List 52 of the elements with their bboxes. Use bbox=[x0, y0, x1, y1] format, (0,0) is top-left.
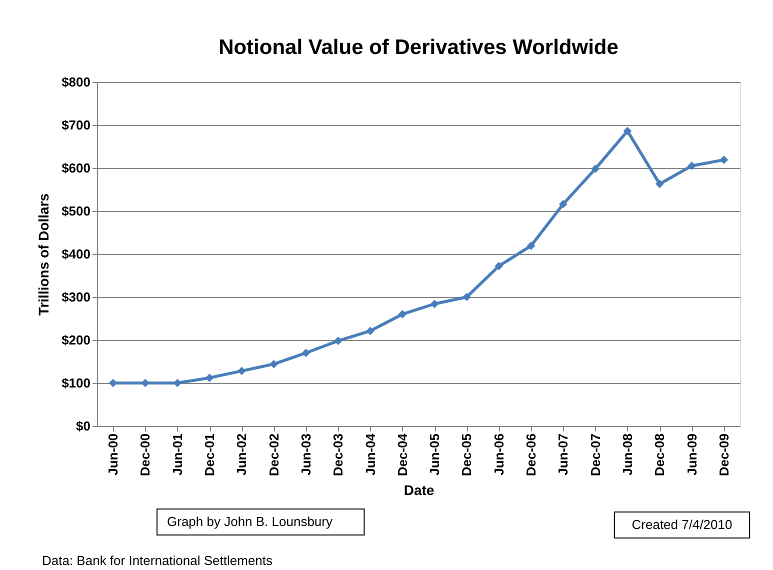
x-tick-label: Dec-01 bbox=[202, 434, 218, 476]
x-tick-label: Jun-02 bbox=[234, 434, 250, 476]
point bbox=[237, 366, 246, 376]
x-tick-label: Dec-00 bbox=[138, 434, 153, 476]
chart-title: Notional Value of Derivatives Worldwide bbox=[218, 36, 618, 59]
y-tick-label: $300 bbox=[62, 290, 90, 304]
x-tick-label: Dec-03 bbox=[330, 434, 346, 476]
x-tick-label: Dec-04 bbox=[394, 432, 410, 476]
x-tick-label: Dec-06 bbox=[524, 434, 539, 476]
point bbox=[494, 262, 504, 270]
x-tick-label: Dec-08 bbox=[652, 434, 668, 476]
x-tick-label: Jun-05 bbox=[427, 434, 442, 476]
point bbox=[366, 326, 374, 336]
y-tick-label: $600 bbox=[62, 160, 90, 176]
y-axis-title: Trillions of Dollars bbox=[36, 193, 52, 316]
point bbox=[688, 162, 696, 170]
point bbox=[720, 156, 728, 164]
x-tick-label: Dec-05 bbox=[459, 434, 474, 476]
point bbox=[398, 310, 407, 318]
y-tick-label: $700 bbox=[62, 118, 90, 132]
y-tick-label: $100 bbox=[62, 376, 90, 390]
point bbox=[270, 360, 278, 368]
x-tick-label: Jun-01 bbox=[170, 434, 185, 476]
x-tick-label: Jun-00 bbox=[106, 434, 121, 476]
text: Graph by John B. Lounsbury bbox=[167, 514, 333, 529]
x-tick-label: Dec-09 bbox=[716, 434, 732, 476]
x-tick-label: Jun-04 bbox=[362, 432, 378, 476]
point bbox=[430, 300, 439, 308]
point bbox=[526, 242, 536, 250]
point bbox=[302, 348, 310, 358]
point bbox=[591, 164, 600, 174]
x-tick-label: Jun-06 bbox=[491, 434, 506, 476]
x-tick-label: Dec-02 bbox=[266, 434, 282, 476]
x-tick-label: Jun-08 bbox=[620, 434, 635, 476]
x-tick-label: Jun-07 bbox=[556, 434, 571, 476]
y-tick-label: $0 bbox=[76, 418, 90, 434]
point bbox=[558, 200, 568, 208]
x-tick-label: Jun-03 bbox=[298, 434, 314, 476]
text: Data: Bank for International Settlements bbox=[42, 553, 274, 568]
y-tick-label: $800 bbox=[62, 74, 90, 90]
y-tick-label: $400 bbox=[62, 246, 90, 262]
x-tick-label: Jun-09 bbox=[684, 434, 700, 476]
point bbox=[205, 374, 214, 382]
point bbox=[334, 336, 342, 346]
x-axis-title: Date bbox=[404, 482, 434, 498]
point bbox=[462, 292, 471, 302]
point bbox=[655, 180, 664, 188]
point bbox=[623, 126, 632, 136]
text: Created 7/4/2010 bbox=[632, 517, 732, 532]
y-tick-label: $200 bbox=[62, 332, 90, 348]
y-tick-label: $500 bbox=[62, 204, 90, 218]
x-tick-label: Dec-07 bbox=[588, 434, 603, 476]
